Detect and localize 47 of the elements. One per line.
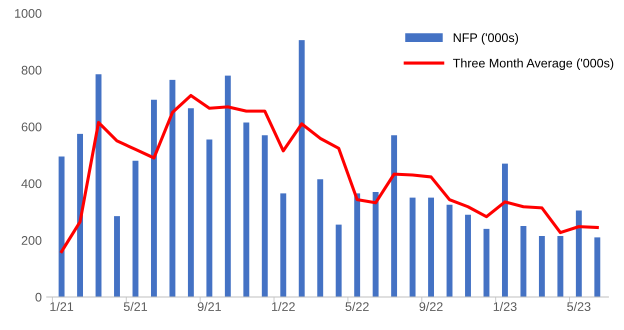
y-tick-label: 400 — [21, 179, 42, 188]
y-tick-label: 600 — [22, 122, 42, 132]
x-tick-label: 1/21 — [50, 302, 74, 312]
x-tick-label: 5/22 — [345, 302, 369, 312]
bar — [298, 40, 305, 297]
bar — [150, 100, 157, 297]
bar — [132, 160, 138, 297]
bar — [372, 192, 379, 297]
bar — [262, 135, 268, 297]
bar — [280, 193, 286, 297]
x-tick-label: 1/22 — [272, 302, 295, 312]
y-tick-label: 1000 — [15, 9, 42, 18]
bar — [114, 216, 120, 297]
bar — [428, 198, 434, 297]
y-tick-label: 0 — [35, 292, 42, 302]
legend-label: NFP ('000s) — [454, 32, 518, 45]
bar — [538, 236, 545, 297]
bar — [520, 226, 526, 297]
bar — [224, 76, 231, 297]
bar — [336, 224, 342, 297]
line-series — [60, 94, 599, 254]
bar — [188, 108, 194, 297]
bar — [58, 156, 65, 297]
x-tick-label: 1/23 — [494, 302, 517, 312]
y-tick-label: 800 — [22, 66, 42, 75]
bar — [465, 214, 471, 297]
legend-label: Three Month Average ('000s) — [453, 58, 614, 70]
bar — [317, 179, 324, 297]
bar — [243, 122, 250, 297]
bar — [557, 236, 564, 297]
bar — [594, 237, 600, 297]
bar — [484, 228, 490, 297]
bar — [77, 134, 84, 297]
y-tick-label: 200 — [22, 236, 42, 245]
x-tick-label: 5/23 — [567, 302, 590, 312]
bar — [206, 139, 212, 297]
bar — [576, 210, 582, 297]
x-tick-label: 5/21 — [124, 302, 148, 312]
bar — [502, 164, 508, 297]
bar — [96, 74, 102, 297]
bar — [446, 204, 452, 297]
x-tick-label: 9/21 — [198, 302, 221, 312]
bar — [410, 198, 416, 297]
x-tick-label: 9/22 — [419, 302, 443, 312]
bar — [169, 80, 176, 297]
bar — [354, 193, 360, 297]
bar — [391, 135, 398, 297]
